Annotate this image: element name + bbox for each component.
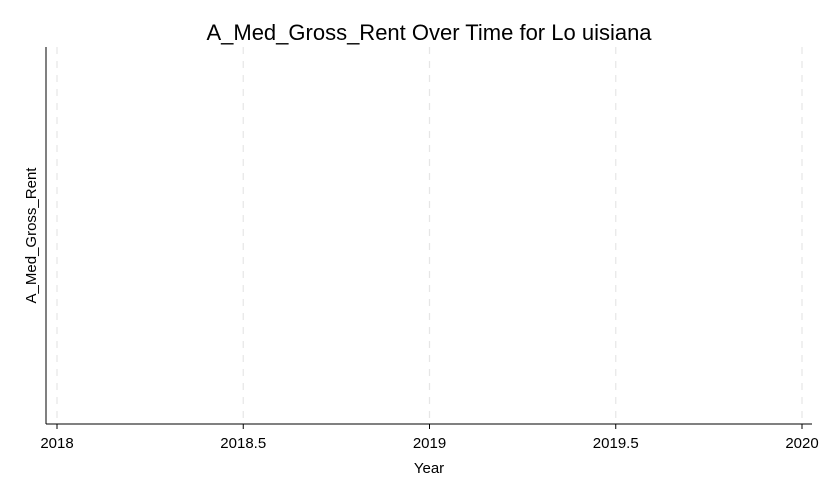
- chart-title: A_Med_Gross_Rent Over Time for Lo uisian…: [206, 20, 652, 45]
- grid-lines: [56, 47, 803, 424]
- x-axis-ticks: 2018 2018.5 2019 2019.5 2020: [40, 424, 819, 452]
- x-tick-label: 2019: [413, 435, 446, 452]
- x-tick-label: 2018: [40, 435, 73, 452]
- x-axis-label: Year: [414, 460, 444, 477]
- x-tick-label: 2020: [785, 435, 818, 452]
- x-tick-label: 2018.5: [220, 435, 266, 452]
- x-tick-label: 2019.5: [593, 435, 639, 452]
- y-axis-label: A_Med_Gross_Rent: [23, 167, 40, 304]
